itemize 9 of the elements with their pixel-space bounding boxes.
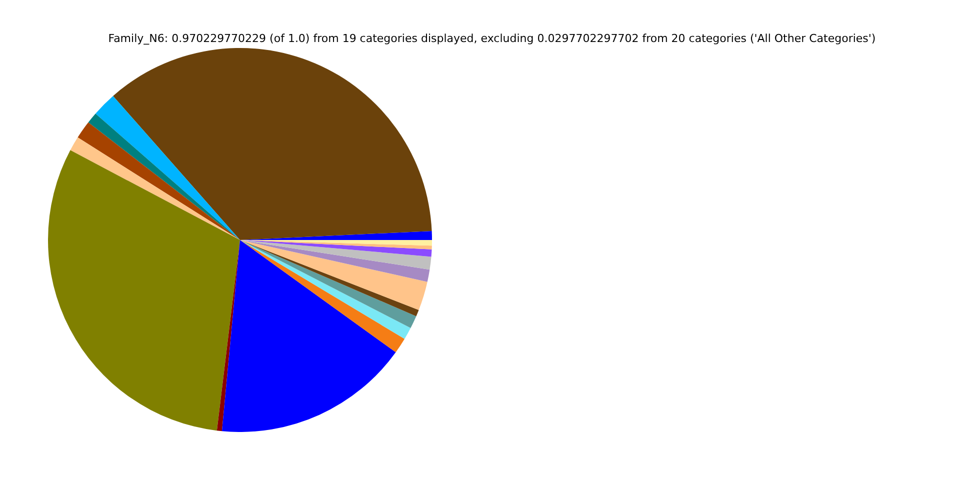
pie-slice — [48, 150, 240, 431]
pie-slice — [240, 240, 432, 270]
pie-slice — [70, 137, 240, 240]
pie-slice — [240, 240, 430, 282]
pie-slice — [216, 240, 240, 432]
pie-slice — [240, 240, 432, 257]
pie-slice — [222, 240, 396, 432]
text: Family_N6: 0.970229770229 (of 1.0) from 19 categories displayed, excluding 0.0297702297702 from 20 categories ('All Other Categories') — [107, 32, 877, 45]
pie-slice — [96, 96, 240, 240]
